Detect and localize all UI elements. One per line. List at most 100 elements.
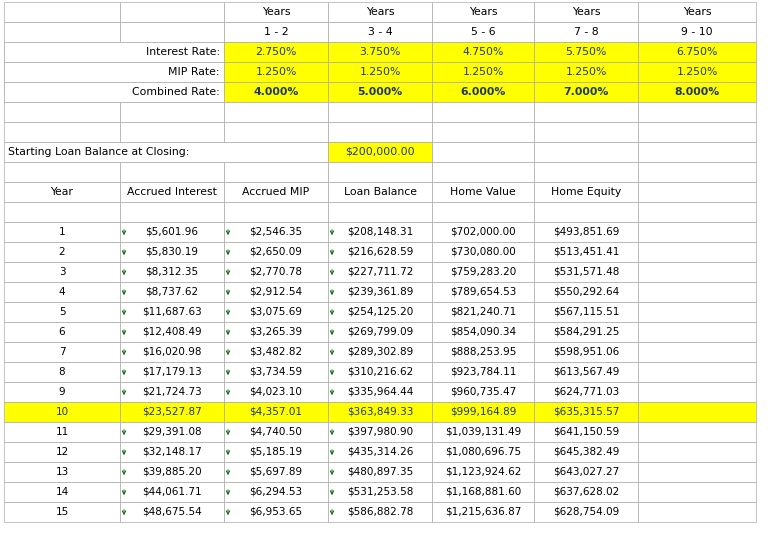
Bar (328, 162, 432, 182)
Bar (4, 502, 120, 522)
Text: $3,265.39: $3,265.39 (250, 327, 303, 337)
Bar (638, 502, 756, 522)
Text: $730,080.00: $730,080.00 (450, 247, 516, 257)
Bar (120, 2, 224, 22)
Text: 9: 9 (58, 387, 65, 397)
Text: $4,357.01: $4,357.01 (250, 407, 303, 417)
Text: 5: 5 (58, 307, 65, 317)
Bar (638, 242, 756, 262)
Text: $3,482.82: $3,482.82 (250, 347, 303, 357)
Text: $637,628.02: $637,628.02 (553, 487, 619, 497)
Bar (638, 162, 756, 182)
Bar (224, 462, 328, 482)
Text: $4,740.50: $4,740.50 (250, 427, 303, 437)
Bar (432, 262, 534, 282)
Text: $584,291.25: $584,291.25 (553, 327, 619, 337)
Bar (638, 142, 756, 162)
Bar (4, 182, 120, 202)
Bar (328, 302, 432, 322)
Bar (432, 442, 534, 462)
Text: 7: 7 (58, 347, 65, 357)
Text: $821,240.71: $821,240.71 (450, 307, 516, 317)
Bar (328, 362, 432, 382)
Text: 14: 14 (55, 487, 68, 497)
Text: $310,216.62: $310,216.62 (347, 367, 413, 377)
Text: 5.750%: 5.750% (565, 47, 607, 57)
Text: $702,000.00: $702,000.00 (450, 227, 516, 237)
Text: 1.250%: 1.250% (359, 67, 401, 77)
Text: $960,735.47: $960,735.47 (450, 387, 516, 397)
Bar (534, 302, 638, 322)
Bar (328, 22, 432, 42)
Bar (328, 422, 432, 442)
Text: $1,215,636.87: $1,215,636.87 (445, 507, 521, 517)
Text: $44,061.71: $44,061.71 (142, 487, 202, 497)
Text: Loan Balance: Loan Balance (343, 187, 416, 197)
Text: Accrued MIP: Accrued MIP (243, 187, 310, 197)
Bar (224, 442, 328, 462)
Bar (638, 382, 756, 402)
Bar (638, 62, 756, 82)
Bar (328, 342, 432, 362)
Bar (638, 182, 756, 202)
Text: $39,885.20: $39,885.20 (142, 467, 202, 477)
Bar (432, 62, 534, 82)
Bar (120, 442, 224, 462)
Text: $21,724.73: $21,724.73 (142, 387, 202, 397)
Text: 12: 12 (55, 447, 68, 457)
Text: $531,253.58: $531,253.58 (347, 487, 413, 497)
Text: $759,283.20: $759,283.20 (450, 267, 516, 277)
Bar (432, 82, 534, 102)
Bar (4, 422, 120, 442)
Bar (4, 342, 120, 362)
Text: $208,148.31: $208,148.31 (347, 227, 413, 237)
Bar (224, 302, 328, 322)
Bar (120, 362, 224, 382)
Bar (328, 82, 432, 102)
Text: 1.250%: 1.250% (255, 67, 296, 77)
Text: Years: Years (571, 7, 601, 17)
Bar (432, 202, 534, 222)
Bar (432, 502, 534, 522)
Bar (4, 62, 224, 82)
Bar (534, 102, 638, 122)
Bar (4, 242, 120, 262)
Text: $613,567.49: $613,567.49 (553, 367, 619, 377)
Text: $513,451.41: $513,451.41 (553, 247, 619, 257)
Bar (120, 382, 224, 402)
Text: MIP Rate:: MIP Rate: (168, 67, 220, 77)
Bar (328, 142, 432, 162)
Bar (4, 282, 120, 302)
Text: $531,571.48: $531,571.48 (553, 267, 619, 277)
Bar (534, 42, 638, 62)
Text: $216,628.59: $216,628.59 (347, 247, 413, 257)
Bar (328, 182, 432, 202)
Bar (4, 82, 224, 102)
Text: 2.750%: 2.750% (255, 47, 296, 57)
Bar (534, 242, 638, 262)
Text: $3,734.59: $3,734.59 (250, 367, 303, 377)
Bar (638, 482, 756, 502)
Bar (638, 202, 756, 222)
Bar (120, 222, 224, 242)
Text: 1: 1 (58, 227, 65, 237)
Bar (328, 222, 432, 242)
Text: $363,849.33: $363,849.33 (347, 407, 413, 417)
Text: Accrued Interest: Accrued Interest (127, 187, 217, 197)
Bar (432, 362, 534, 382)
Bar (534, 162, 638, 182)
Text: $5,830.19: $5,830.19 (145, 247, 198, 257)
Text: $888,253.95: $888,253.95 (450, 347, 516, 357)
Bar (638, 462, 756, 482)
Bar (120, 182, 224, 202)
Text: $12,408.49: $12,408.49 (142, 327, 202, 337)
Bar (432, 382, 534, 402)
Bar (534, 82, 638, 102)
Bar (4, 102, 120, 122)
Bar (120, 422, 224, 442)
Bar (224, 322, 328, 342)
Bar (638, 362, 756, 382)
Text: $2,546.35: $2,546.35 (250, 227, 303, 237)
Text: $493,851.69: $493,851.69 (553, 227, 619, 237)
Text: $23,527.87: $23,527.87 (142, 407, 202, 417)
